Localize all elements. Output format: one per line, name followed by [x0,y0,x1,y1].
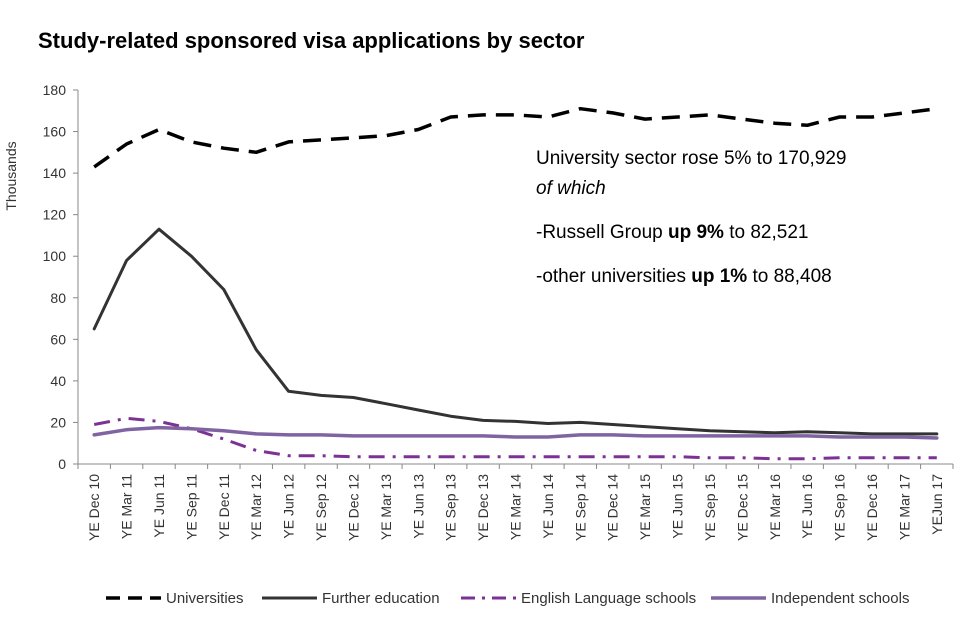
annotation-line-4-bold: up 1% [691,266,748,287]
annotation-line-4-pre: -other universities [536,266,692,287]
x-tick-label: YE Dec 15 [734,474,750,541]
x-tick-label: YE Mar 12 [248,474,264,540]
annotation-line-3-bold: up 9% [668,222,724,243]
annotation-line-4-post: to 88,408 [747,266,832,287]
series-line-universities [93,106,938,169]
x-tick-label: YE Sep 11 [183,474,199,540]
x-tick-label: YE Jun 14 [540,474,556,539]
x-tick-label: YE Jun 13 [410,474,426,539]
y-tick-label: 60 [50,331,66,347]
annotation-line-3-pre: -Russell Group [536,222,668,243]
y-tick-label: 160 [43,124,67,140]
y-tick-label: 20 [50,414,66,430]
y-tick-label: 100 [43,248,67,264]
series-line-english-language-schools [93,416,937,461]
x-tick-label: YE Mar 14 [508,474,524,540]
y-tick-label: 180 [43,82,67,98]
x-tick-label: YE Jun 15 [670,474,686,539]
x-tick-label: YE Dec 10 [86,474,102,541]
y-ticks: 0 20 40 60 80 100 120 140 160 180 [43,82,78,472]
x-tick-label: YE Mar 13 [378,474,394,540]
y-tick-label: 80 [50,290,66,306]
legend-label: Further education [322,590,440,607]
annotation-line-3: -Russell Group up 9% to 82,521 [536,218,847,248]
x-tick-label: YE Sep 13 [443,474,459,541]
x-tick-label: YE Mar 17 [896,474,912,540]
x-tick-label: YE Sep 12 [313,474,329,541]
legend-label: Universities [166,590,244,607]
chart-title: Study-related sponsored visa application… [38,28,585,53]
x-tick-label: YE Dec 11 [216,474,232,540]
x-tick-label: YE Dec 14 [605,474,621,541]
series-line-independent-schools [92,425,939,440]
y-tick-label: 40 [50,373,66,389]
x-tick-label: YE Mar 11 [119,474,135,539]
y-axis-label: Thousands [3,141,19,210]
legend-label: Independent schools [771,590,909,607]
x-tick-label: YE Sep 16 [832,474,848,541]
x-tick-label: YEJun 17 [929,474,945,535]
annotation-box: University sector rose 5% to 170,929 of … [536,144,847,292]
legend: Universities Further education English Lan… [106,590,909,607]
y-tick-label: 0 [58,456,66,472]
x-tick-label: YE Jun 11 [151,474,167,538]
x-tick-label: YE Mar 16 [767,474,783,540]
x-tick-label: YE Mar 15 [637,474,653,540]
axes [77,90,953,465]
x-tick-label: YE Sep 15 [702,474,718,541]
x-tick-label: YE Sep 14 [572,474,588,541]
x-tick-label: YE Jun 16 [799,474,815,539]
x-tick-label: YE Jun 12 [281,474,297,539]
y-tick-label: 140 [43,165,67,181]
x-tick-label: YE Dec 12 [345,474,361,541]
series-line-further-education [92,227,939,436]
annotation-line-1: University sector rose 5% to 170,929 [536,148,847,169]
legend-label: English Language schools [521,590,696,607]
annotation-line-3-post: to 82,521 [723,222,809,243]
series-lines [92,106,939,461]
annotation-line-4: -other universities up 1% to 88,408 [536,262,847,292]
x-tick-label: YE Dec 13 [475,474,491,541]
y-tick-label: 120 [43,207,67,223]
x-ticks: YE Dec 10 YE Mar 11 YE Jun 11 YE Sep 11 YE D… [77,464,954,541]
annotation-line-2: of which [536,178,606,199]
x-tick-label: YE Dec 16 [864,474,880,541]
